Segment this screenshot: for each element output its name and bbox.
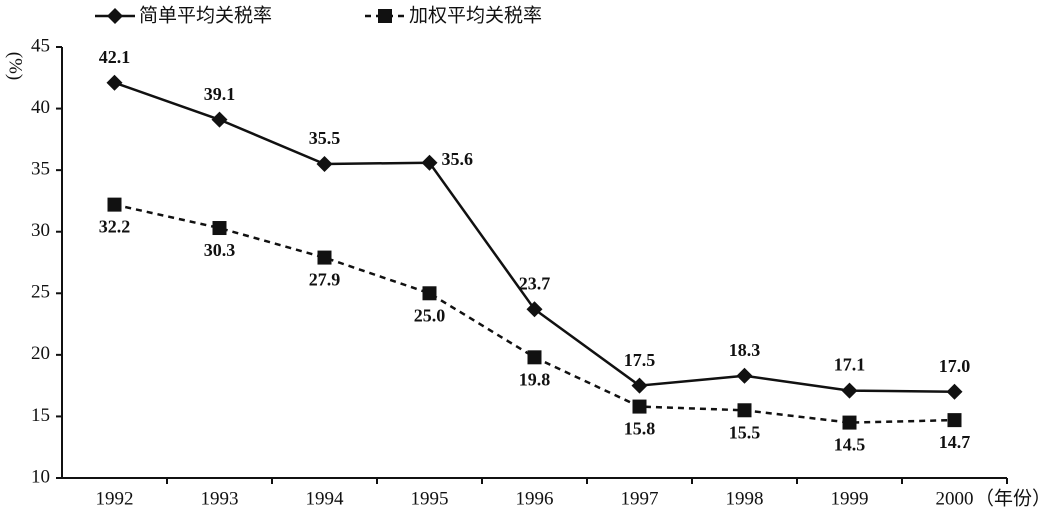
y-tick-label: 20 xyxy=(31,343,50,364)
data-label: 14.7 xyxy=(939,432,971,452)
x-tick-label: 1997 xyxy=(621,488,659,509)
marker xyxy=(736,367,753,384)
marker xyxy=(378,9,392,23)
data-label: 35.5 xyxy=(309,128,341,148)
marker xyxy=(737,403,752,418)
y-tick-label: 10 xyxy=(31,466,50,487)
data-label: 32.2 xyxy=(99,217,131,237)
marker xyxy=(107,197,122,212)
y-axis-label: (%) xyxy=(5,52,26,80)
marker xyxy=(947,413,962,428)
y-tick-label: 15 xyxy=(31,405,50,426)
y-tick-label: 40 xyxy=(31,97,50,118)
marker xyxy=(421,154,438,171)
marker xyxy=(211,111,228,128)
x-tick-label: 1998 xyxy=(726,488,764,509)
x-axis-label: （年份） xyxy=(975,487,1051,509)
legend-label: 加权平均关税率 xyxy=(409,5,542,27)
marker xyxy=(631,377,648,394)
x-tick-label: 1994 xyxy=(306,488,345,509)
x-tick-label: 1993 xyxy=(201,488,239,509)
legend-label: 简单平均关税率 xyxy=(139,5,272,27)
data-label: 19.8 xyxy=(519,369,551,389)
x-tick-label: 1995 xyxy=(411,488,449,509)
marker xyxy=(317,250,332,265)
marker xyxy=(946,383,963,400)
data-label: 17.5 xyxy=(624,350,656,370)
marker xyxy=(106,74,123,91)
x-tick-label: 2000 xyxy=(936,488,974,509)
x-tick-label: 1996 xyxy=(516,488,554,509)
data-label: 30.3 xyxy=(204,240,236,260)
y-tick-label: 30 xyxy=(31,220,50,241)
marker xyxy=(422,286,437,301)
data-label: 17.0 xyxy=(939,356,971,376)
data-label: 39.1 xyxy=(204,84,236,104)
marker xyxy=(526,301,543,318)
series-line xyxy=(114,81,955,394)
marker xyxy=(212,221,227,236)
data-label: 42.1 xyxy=(99,47,131,67)
data-label: 35.6 xyxy=(442,149,474,169)
data-label: 17.1 xyxy=(834,355,866,375)
data-label: 15.8 xyxy=(624,419,656,439)
marker xyxy=(107,8,123,24)
marker xyxy=(841,382,858,399)
data-label: 27.9 xyxy=(309,270,341,290)
y-tick-label: 25 xyxy=(31,282,50,303)
marker xyxy=(527,350,542,365)
series-line xyxy=(114,203,955,424)
x-tick-label: 1999 xyxy=(831,488,869,509)
x-tick-label: 1992 xyxy=(96,488,134,509)
data-label: 15.5 xyxy=(729,422,761,442)
data-label: 25.0 xyxy=(414,305,446,325)
data-label: 23.7 xyxy=(519,273,551,293)
marker xyxy=(842,415,857,430)
data-label: 14.5 xyxy=(834,435,866,455)
y-tick-label: 45 xyxy=(31,35,50,56)
marker xyxy=(316,155,333,172)
y-tick-label: 35 xyxy=(31,159,50,180)
marker xyxy=(632,399,647,414)
data-label: 18.3 xyxy=(729,340,761,360)
